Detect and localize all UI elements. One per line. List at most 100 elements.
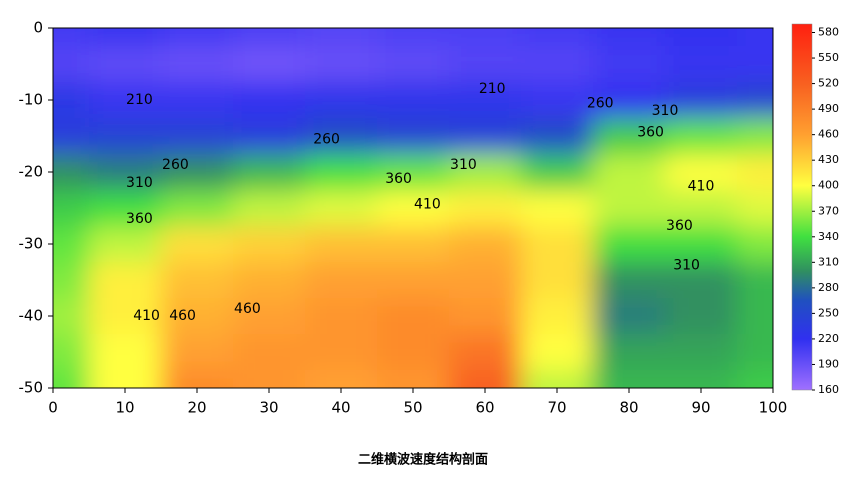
cell xyxy=(233,46,306,83)
cell xyxy=(521,28,594,47)
cell xyxy=(233,262,306,299)
cell xyxy=(233,154,306,191)
cell xyxy=(233,118,306,155)
contour-label: 460 xyxy=(234,301,261,317)
cell xyxy=(53,298,90,335)
x-tick-label: 30 xyxy=(259,399,278,417)
contour-label: 310 xyxy=(673,258,700,274)
cell xyxy=(737,262,773,299)
cell xyxy=(593,82,666,119)
cell xyxy=(89,334,162,371)
cell xyxy=(665,154,738,191)
contour-label: 410 xyxy=(688,178,715,194)
cell xyxy=(89,298,162,335)
cell xyxy=(737,118,773,155)
cell xyxy=(161,370,234,388)
colorbar xyxy=(791,23,813,391)
contour-label: 460 xyxy=(169,308,196,324)
cell xyxy=(305,334,378,371)
x-tick-label: 100 xyxy=(759,399,788,417)
cell xyxy=(449,46,522,83)
x-tick-label: 90 xyxy=(691,399,710,417)
cell xyxy=(377,28,450,47)
cell xyxy=(233,370,306,388)
cell xyxy=(161,334,234,371)
cell xyxy=(53,46,90,83)
cell xyxy=(521,226,594,263)
cell xyxy=(593,28,666,47)
cell xyxy=(305,82,378,119)
cell xyxy=(665,28,738,47)
cell xyxy=(737,28,773,47)
cell xyxy=(593,154,666,191)
cell xyxy=(305,118,378,155)
colorbar-tick-label: 310 xyxy=(818,255,839,268)
cell xyxy=(305,28,378,47)
cell xyxy=(305,190,378,227)
contour-label: 310 xyxy=(652,103,679,119)
cell xyxy=(449,82,522,119)
cell xyxy=(521,334,594,371)
contour-label: 210 xyxy=(479,81,506,97)
x-tick-label: 10 xyxy=(115,399,134,417)
cell xyxy=(521,46,594,83)
cell xyxy=(233,190,306,227)
cell xyxy=(449,298,522,335)
cell xyxy=(737,370,773,388)
cell xyxy=(665,118,738,155)
cell xyxy=(593,262,666,299)
cell xyxy=(665,262,738,299)
cell xyxy=(53,262,90,299)
colorbar-tick-label: 580 xyxy=(818,26,839,39)
cell xyxy=(737,298,773,335)
contour-label: 410 xyxy=(414,196,441,212)
cell xyxy=(665,298,738,335)
contour-label: 310 xyxy=(126,175,153,191)
y-tick-label: 0 xyxy=(33,19,43,37)
cell xyxy=(89,82,162,119)
cell xyxy=(665,190,738,227)
colorbar-tick-label: 280 xyxy=(818,281,839,294)
cell xyxy=(233,82,306,119)
cell xyxy=(737,154,773,191)
cell xyxy=(161,226,234,263)
cell xyxy=(521,262,594,299)
cell xyxy=(161,298,234,335)
cell xyxy=(449,118,522,155)
cell xyxy=(665,46,738,83)
x-tick-label: 0 xyxy=(48,399,58,417)
cell xyxy=(377,118,450,155)
cell xyxy=(593,226,666,263)
colorbar-tick-label: 460 xyxy=(818,128,839,141)
cell xyxy=(593,190,666,227)
cell xyxy=(521,370,594,388)
cell xyxy=(89,46,162,83)
cell xyxy=(53,226,90,263)
cell xyxy=(377,226,450,263)
cell xyxy=(377,82,450,119)
cell xyxy=(89,262,162,299)
cell xyxy=(161,46,234,83)
colorbar-tick-label: 340 xyxy=(818,230,839,243)
cell xyxy=(665,226,738,263)
cell xyxy=(377,262,450,299)
cell xyxy=(89,370,162,388)
colorbar-tick-label: 250 xyxy=(818,306,839,319)
contour-label: 360 xyxy=(385,171,412,187)
cell xyxy=(305,370,378,388)
cell xyxy=(305,46,378,83)
cell xyxy=(161,190,234,227)
contour-label: 210 xyxy=(126,92,153,108)
cell xyxy=(377,298,450,335)
cell xyxy=(161,118,234,155)
cell xyxy=(89,190,162,227)
cell xyxy=(377,370,450,388)
colorbar-tick-label: 220 xyxy=(818,332,839,345)
cell xyxy=(377,334,450,371)
y-tick-label: -40 xyxy=(19,307,44,325)
cell xyxy=(737,82,773,119)
cell xyxy=(665,370,738,388)
x-tick-label: 60 xyxy=(475,399,494,417)
cell xyxy=(521,190,594,227)
